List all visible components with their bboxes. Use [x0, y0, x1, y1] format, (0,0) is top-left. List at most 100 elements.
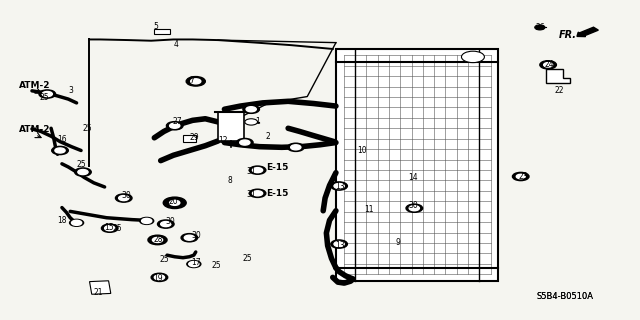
Circle shape — [406, 204, 422, 212]
Text: 11: 11 — [365, 205, 374, 214]
Circle shape — [140, 217, 154, 224]
Circle shape — [75, 168, 92, 176]
Text: 21: 21 — [94, 288, 103, 297]
Text: 12: 12 — [218, 136, 228, 146]
Text: 25: 25 — [159, 255, 169, 264]
Circle shape — [115, 194, 132, 202]
Text: ATM-2: ATM-2 — [19, 125, 51, 134]
Text: 30: 30 — [121, 191, 131, 200]
FancyArrow shape — [577, 27, 598, 36]
Text: 14: 14 — [408, 173, 417, 182]
Circle shape — [151, 273, 168, 282]
Text: S5B4-B0510A: S5B4-B0510A — [537, 292, 594, 301]
Circle shape — [252, 168, 262, 173]
Polygon shape — [546, 69, 570, 83]
Text: ATM-2: ATM-2 — [19, 81, 51, 90]
Text: 23: 23 — [519, 172, 529, 181]
Text: 18: 18 — [58, 216, 67, 225]
Text: 25: 25 — [212, 261, 221, 270]
Circle shape — [170, 123, 180, 128]
Circle shape — [72, 220, 82, 225]
Text: S5B4-B0510A: S5B4-B0510A — [537, 292, 594, 301]
Bar — [183, 135, 196, 142]
Circle shape — [240, 140, 250, 145]
Circle shape — [191, 79, 201, 84]
Text: 31: 31 — [246, 190, 257, 199]
Text: 24: 24 — [544, 60, 554, 69]
Circle shape — [39, 90, 56, 98]
Text: 16: 16 — [58, 135, 67, 144]
Circle shape — [291, 145, 301, 150]
Circle shape — [287, 143, 304, 151]
Text: 17: 17 — [191, 258, 201, 267]
Circle shape — [189, 261, 199, 267]
Text: 15: 15 — [104, 223, 115, 232]
Circle shape — [513, 172, 529, 180]
Circle shape — [543, 63, 552, 67]
Circle shape — [157, 220, 174, 228]
Circle shape — [331, 182, 348, 190]
Text: 13: 13 — [335, 241, 345, 250]
Text: 7: 7 — [189, 76, 195, 85]
Text: 10: 10 — [357, 146, 367, 155]
Circle shape — [409, 206, 419, 211]
Text: 8: 8 — [228, 176, 232, 185]
Circle shape — [331, 240, 348, 248]
Text: 28: 28 — [153, 236, 163, 244]
Circle shape — [246, 107, 256, 112]
Circle shape — [152, 237, 163, 243]
Circle shape — [161, 221, 171, 227]
Text: 22: 22 — [554, 86, 564, 95]
Text: 3: 3 — [68, 86, 73, 95]
Circle shape — [245, 119, 257, 125]
Text: 25: 25 — [83, 124, 93, 133]
Circle shape — [78, 170, 88, 175]
Circle shape — [70, 219, 84, 226]
Circle shape — [516, 174, 525, 179]
Circle shape — [181, 234, 198, 242]
Text: 25: 25 — [113, 224, 122, 233]
Circle shape — [249, 189, 266, 197]
Text: FR.: FR. — [558, 30, 577, 40]
Circle shape — [170, 200, 180, 205]
Circle shape — [249, 166, 266, 174]
Circle shape — [252, 191, 262, 196]
Circle shape — [42, 92, 52, 97]
Text: 30: 30 — [191, 231, 201, 240]
Text: 30: 30 — [408, 202, 418, 211]
Text: 1: 1 — [255, 117, 260, 126]
Text: 30: 30 — [166, 217, 175, 226]
Circle shape — [334, 242, 344, 247]
Circle shape — [101, 224, 118, 232]
Bar — [336, 49, 499, 281]
Circle shape — [184, 235, 195, 240]
Circle shape — [461, 51, 484, 63]
Text: 31: 31 — [246, 167, 257, 176]
Text: 27: 27 — [172, 117, 182, 126]
Circle shape — [187, 260, 201, 268]
Bar — [154, 29, 170, 34]
Circle shape — [237, 139, 253, 147]
Text: 19: 19 — [153, 275, 163, 284]
Circle shape — [141, 218, 152, 223]
Text: 2: 2 — [266, 132, 271, 141]
Text: 25: 25 — [243, 254, 252, 263]
Circle shape — [243, 105, 259, 113]
Circle shape — [148, 235, 167, 245]
Circle shape — [186, 76, 205, 86]
Bar — [90, 281, 111, 294]
Bar — [218, 112, 244, 141]
Text: 4: 4 — [173, 40, 179, 49]
Text: 26: 26 — [536, 23, 545, 32]
Circle shape — [55, 148, 65, 153]
Text: 29: 29 — [189, 133, 199, 142]
Text: 13: 13 — [335, 182, 345, 191]
Circle shape — [540, 61, 556, 69]
Text: 5: 5 — [153, 22, 158, 31]
Text: 9: 9 — [395, 238, 400, 247]
Circle shape — [118, 196, 129, 201]
Circle shape — [166, 122, 183, 130]
Circle shape — [535, 25, 545, 30]
Circle shape — [104, 226, 115, 231]
Text: E-15: E-15 — [266, 164, 288, 172]
